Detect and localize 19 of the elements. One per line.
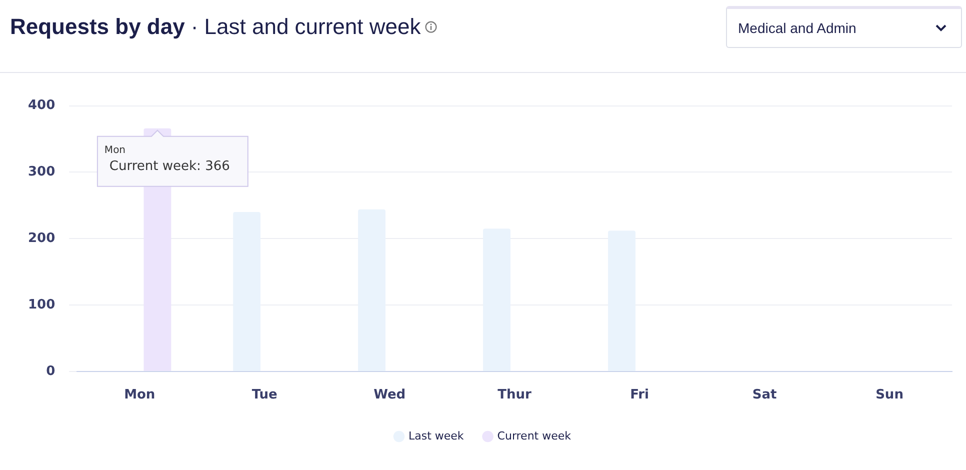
y-tick-label: 0 — [46, 364, 56, 379]
legend-label: Last week — [408, 429, 464, 442]
legend-label: Current week — [497, 429, 572, 442]
x-tick-label: Tue — [252, 388, 278, 403]
x-tick-label: Mon — [124, 388, 156, 403]
x-tick-label: Sun — [876, 388, 904, 403]
y-tick-label: 200 — [28, 230, 56, 246]
y-tick-label: 300 — [28, 164, 56, 180]
chart-subtitle: · Last and current week — [190, 14, 421, 40]
annotation: Current week: 366 — [109, 158, 230, 174]
x-tick-label: Thur — [498, 388, 532, 403]
x-tick-label: Wed — [374, 388, 406, 403]
annotation: Mon — [104, 144, 126, 156]
y-tick-label: 400 — [28, 98, 56, 114]
dropdown: Medical and Admin — [726, 6, 962, 48]
y-tick-label: 100 — [28, 297, 56, 312]
chart-title: Requests by day — [10, 14, 185, 40]
x-tick-label: Sat — [752, 388, 777, 403]
x-tick-label: Fri — [630, 388, 650, 403]
